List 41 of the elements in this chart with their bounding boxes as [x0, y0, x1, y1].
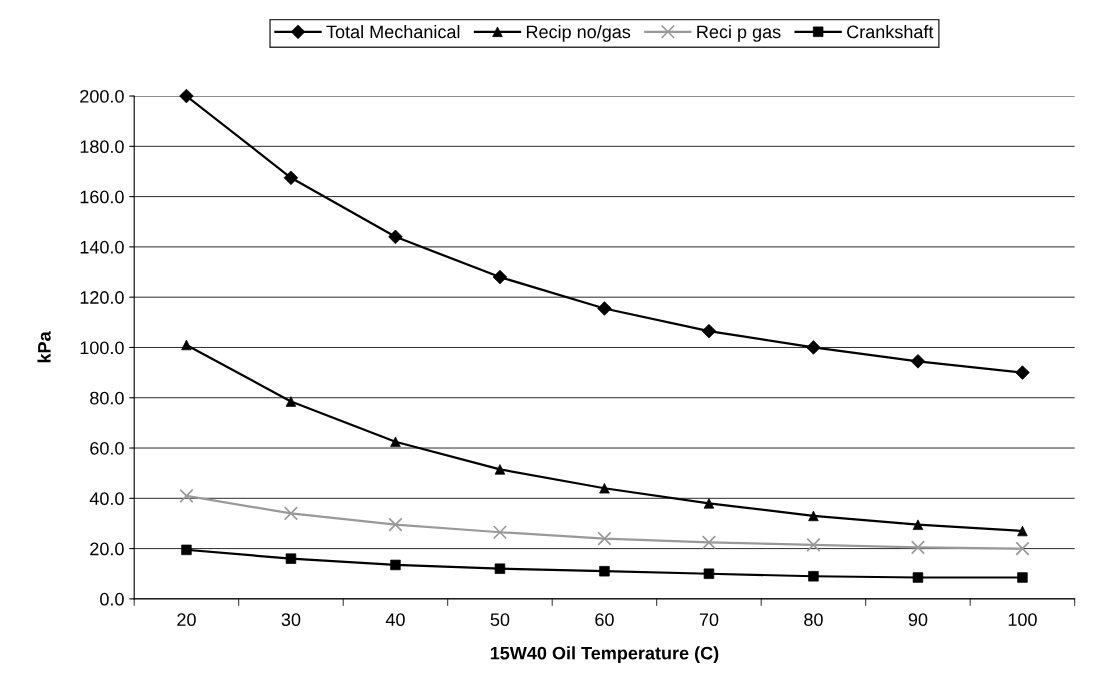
- y-axis-title: kPa: [37, 331, 51, 363]
- y-tick-label: 180.0: [80, 140, 124, 154]
- y-tick-label: 200.0: [80, 89, 124, 103]
- point: [597, 531, 612, 546]
- point: [806, 537, 821, 552]
- point: [283, 170, 299, 185]
- legend-label: Reci p gas: [697, 25, 781, 42]
- x-tick-label: 80: [804, 613, 823, 627]
- y-tick-label: 120.0: [80, 291, 124, 304]
- x-tick-label: 30: [281, 613, 301, 627]
- x-tick-label: 100: [1008, 613, 1037, 627]
- legend-label: Recip no/gas: [526, 25, 631, 42]
- x-axis-title: 15W40 Oil Temperature (C): [490, 646, 719, 664]
- point: [910, 540, 926, 555]
- y-tick-label: 80.0: [90, 391, 124, 405]
- legend-label: Total Mechanical: [326, 25, 460, 39]
- point: [703, 568, 715, 579]
- y-tick-label: 20.0: [90, 542, 124, 556]
- point: [494, 563, 506, 574]
- y-tick-label: 140.0: [80, 240, 124, 254]
- legend-label: Crankshaft: [847, 25, 934, 39]
- x-tick-label: 50: [490, 613, 510, 627]
- point: [701, 535, 717, 550]
- point: [1015, 541, 1030, 556]
- point: [285, 553, 297, 564]
- y-tick-label: 60.0: [90, 441, 124, 455]
- point: [179, 488, 194, 503]
- point: [492, 525, 508, 540]
- point: [179, 88, 194, 104]
- point: [283, 506, 299, 521]
- x-tick-label: 60: [595, 613, 614, 627]
- point: [388, 229, 403, 245]
- x-tick-label: 90: [908, 613, 928, 627]
- point: [388, 517, 403, 532]
- y-tick-label: 160.0: [80, 190, 124, 204]
- y-tick-label: 40.0: [89, 492, 124, 506]
- x-tick-label: 40: [385, 613, 405, 627]
- y-tick-label: 100.0: [80, 341, 124, 355]
- x-tick-label: 70: [699, 613, 719, 627]
- x-tick-label: 20: [177, 613, 196, 627]
- y-tick-label: 0.0: [100, 592, 124, 606]
